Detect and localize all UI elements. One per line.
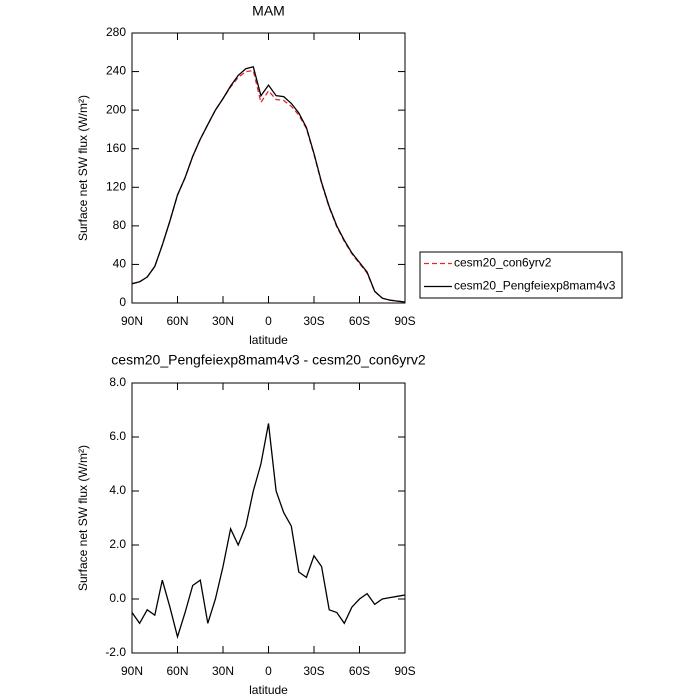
y-tick-label: 4.0 [109,483,126,497]
chart-title: MAM [252,3,285,19]
y-tick-label: 200 [106,102,126,116]
x-axis-label: latitude [249,333,288,347]
x-tick-label: 0 [265,664,272,678]
y-tick-label: 240 [106,64,126,78]
x-tick-label: 0 [265,314,272,328]
legend-label: cesm20_Pengfeiexp8mam4v3 [454,279,616,293]
x-tick-label: 60N [166,314,188,328]
x-tick-label: 60S [349,314,370,328]
y-tick-label: 0 [119,295,126,309]
x-tick-label: 30S [303,314,324,328]
x-tick-label: 60S [349,664,370,678]
y-axis-label: Surface net SW flux (W/m²) [76,445,90,591]
plot-frame [131,32,406,304]
y-tick-label: -2.0 [105,645,126,659]
x-tick-label: 90N [121,314,143,328]
x-tick-label: 30S [303,664,324,678]
y-tick-label: 40 [113,257,127,271]
y-tick-label: 280 [106,25,126,39]
y-tick-label: 80 [113,218,127,232]
y-tick-label: 0.0 [109,591,126,605]
y-tick-label: 2.0 [109,537,126,551]
y-tick-label: 160 [106,141,126,155]
x-tick-label: 60N [166,664,188,678]
y-tick-label: 6.0 [109,429,126,443]
x-axis-label: latitude [249,683,288,697]
y-tick-label: 8.0 [109,375,126,389]
chart-title: cesm20_Pengfeiexp8mam4v3 - cesm20_con6yr… [111,352,426,368]
legend-box [419,251,623,299]
y-axis-label: Surface net SW flux (W/m²) [76,95,90,241]
plot-frame [131,382,406,654]
y-tick-label: 120 [106,179,126,193]
x-tick-label: 90N [121,664,143,678]
legend-label: cesm20_con6yrv2 [454,256,552,270]
x-tick-label: 90S [394,314,415,328]
data-line [131,423,406,640]
x-tick-label: 90S [394,664,415,678]
x-tick-label: 30N [212,314,234,328]
data-line [131,66,406,303]
x-tick-label: 30N [212,664,234,678]
